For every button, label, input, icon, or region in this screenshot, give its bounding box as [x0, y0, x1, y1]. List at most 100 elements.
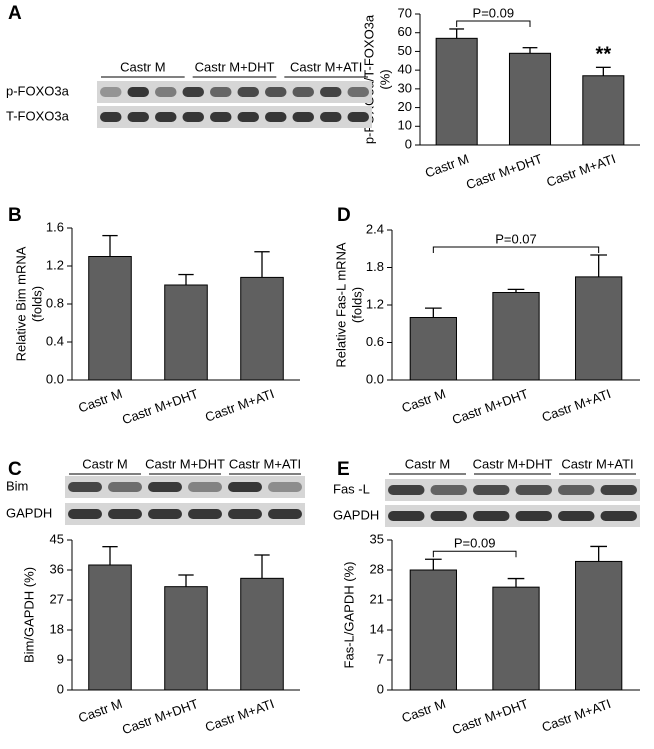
- blot-band: [292, 87, 314, 97]
- x-tick-label: Castr M+DHT: [464, 151, 544, 192]
- y-tick-label: 1.6: [46, 219, 64, 234]
- y-tick-label: 0.0: [366, 371, 384, 386]
- x-tick-label: Castr M: [76, 386, 124, 416]
- y-tick-label: 60: [398, 24, 412, 39]
- blot-band: [237, 112, 259, 122]
- bar: [435, 37, 478, 146]
- y-tick-label: 1.2: [46, 257, 64, 272]
- blot-band: [127, 87, 149, 97]
- bar: [88, 256, 132, 381]
- lane-label: Castr M: [405, 456, 451, 471]
- blot-band: [182, 87, 204, 97]
- blot-band: [265, 87, 287, 97]
- y-axis-label: (%): [377, 69, 392, 89]
- blot-band: [265, 112, 287, 122]
- lane-label: Castr M+ATI: [290, 59, 362, 74]
- x-tick-label: Castr M: [423, 151, 471, 181]
- blot-band: [210, 112, 232, 122]
- y-tick-label: 50: [398, 43, 412, 58]
- y-tick-label: 10: [398, 118, 412, 133]
- blot-band: [347, 112, 369, 122]
- blot-band: [292, 112, 314, 122]
- blot-band: [320, 112, 342, 122]
- blot-band: [100, 87, 122, 97]
- x-tick-label: Castr M+ATI: [540, 386, 613, 425]
- x-tick-label: Castr M: [400, 696, 448, 726]
- bar: [88, 564, 132, 691]
- y-tick-label: 18: [50, 621, 64, 636]
- blot-band: [108, 509, 142, 519]
- blot-band: [430, 485, 467, 495]
- y-tick-label: 35: [370, 531, 384, 546]
- blot-band: [188, 482, 222, 492]
- bar: [508, 52, 552, 146]
- panel-letter: A: [8, 3, 22, 24]
- y-tick-label: 27: [50, 591, 64, 606]
- bar: [409, 317, 457, 381]
- lane-label: Castr M: [120, 59, 166, 74]
- blot-band: [473, 485, 510, 495]
- row-label: GAPDH: [6, 505, 52, 520]
- y-tick-label: 45: [50, 531, 64, 546]
- bar: [575, 276, 623, 381]
- blot-band: [148, 482, 182, 492]
- y-tick-label: 0: [57, 681, 64, 696]
- y-axis-label: (folds): [349, 287, 364, 323]
- blot-strip: [97, 106, 372, 128]
- blot-band: [148, 509, 182, 519]
- y-axis-label: Relative Bim mRNA: [13, 246, 28, 361]
- y-tick-label: 0.8: [46, 295, 64, 310]
- bar: [240, 577, 284, 691]
- row-label: T-FOXO3a: [6, 108, 70, 123]
- blot-band: [127, 112, 149, 122]
- y-axis-label: Relative Fas-L mRNA: [333, 242, 348, 368]
- x-tick-label: Castr M+ATI: [540, 696, 613, 735]
- y-tick-label: 2.4: [366, 221, 384, 236]
- lane-label: Castr M: [82, 456, 128, 471]
- blot-band: [430, 511, 467, 521]
- y-axis-label: (folds): [29, 286, 44, 322]
- blot-band: [228, 482, 262, 492]
- y-tick-label: 1.2: [366, 296, 384, 311]
- y-tick-label: 0.0: [46, 371, 64, 386]
- blot-band: [600, 511, 637, 521]
- panel-letter: B: [8, 205, 22, 226]
- x-tick-label: Castr M+ATI: [203, 386, 276, 425]
- bar: [492, 586, 540, 691]
- panel-letter: C: [8, 459, 22, 480]
- row-label: Fas -L: [333, 481, 370, 496]
- row-label: Bim: [6, 478, 28, 493]
- x-tick-label: Castr M+DHT: [120, 696, 200, 737]
- significance-bracket: [456, 20, 531, 27]
- panel-letter: D: [337, 205, 351, 226]
- x-tick-label: Castr M+ATI: [544, 151, 617, 190]
- y-tick-label: 9: [57, 651, 64, 666]
- lane-label: Castr M+DHT: [473, 456, 553, 471]
- blot-band: [515, 511, 552, 521]
- y-axis-label: Fas-L/GAPDH (%): [341, 562, 356, 669]
- blot-band: [108, 482, 142, 492]
- panel-letter: E: [337, 459, 350, 480]
- annotation: **: [596, 44, 612, 66]
- blot-band: [188, 509, 222, 519]
- lane-label: Castr M+DHT: [145, 456, 225, 471]
- significance-bracket: [432, 246, 600, 253]
- y-tick-label: 20: [398, 99, 412, 114]
- blot-band: [210, 87, 232, 97]
- blot-band: [155, 112, 177, 122]
- x-tick-label: Castr M+ATI: [203, 696, 276, 735]
- y-tick-label: 21: [370, 591, 384, 606]
- row-label: GAPDH: [333, 507, 379, 522]
- blot-band: [268, 482, 302, 492]
- y-tick-label: 28: [370, 561, 384, 576]
- y-tick-label: 36: [50, 561, 64, 576]
- bar: [409, 569, 457, 691]
- bar: [164, 284, 208, 381]
- blot-band: [237, 87, 259, 97]
- y-tick-label: 7: [377, 651, 384, 666]
- blot-strip: [65, 476, 305, 498]
- blot-band: [558, 485, 595, 495]
- blot-band: [320, 87, 342, 97]
- y-tick-label: 0.4: [46, 333, 64, 348]
